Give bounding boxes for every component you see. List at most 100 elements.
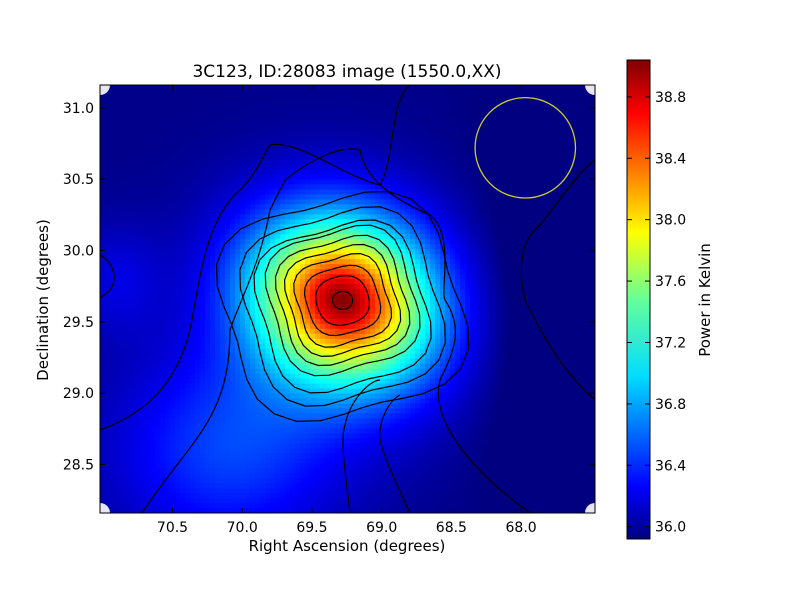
heatmap-cell [275,109,281,116]
heatmap-cell [475,164,481,171]
heatmap-cell [365,119,371,126]
heatmap-cell [300,303,306,310]
heatmap-cell [305,144,311,151]
heatmap-cell [200,89,206,96]
heatmap-cell [510,89,516,96]
heatmap-cell [250,174,256,181]
heatmap-cell [225,189,231,196]
heatmap-cell [540,313,546,320]
heatmap-cell [550,229,556,235]
heatmap-cell [350,229,356,235]
heatmap-cell [390,214,396,220]
heatmap-cell [275,149,281,156]
heatmap-cell [435,109,441,116]
heatmap-cell [100,219,106,225]
heatmap-cell [410,264,416,270]
heatmap-cell [260,184,266,191]
heatmap-cell [400,299,406,305]
heatmap-cell [500,134,506,141]
heatmap-cell [230,269,236,275]
heatmap-cell [405,134,411,141]
heatmap-cell [420,264,426,270]
heatmap-cell [280,289,286,295]
heatmap-cell [425,119,431,126]
heatmap-cell [455,254,461,260]
heatmap-cell [450,139,456,146]
heatmap-cell [585,308,591,315]
heatmap-cell [380,129,386,136]
heatmap-cell [100,323,106,330]
heatmap-cell [100,184,106,191]
heatmap-cell [130,124,136,131]
heatmap-cell [510,149,516,156]
heatmap-cell [200,328,206,335]
heatmap-cell [495,294,501,300]
heatmap-cell [555,209,561,215]
heatmap-cell [415,169,421,176]
heatmap-cell [225,184,231,191]
heatmap-cell [370,99,376,106]
heatmap-cell [190,269,196,275]
heatmap-cell [545,239,551,245]
heatmap-cell [190,89,196,96]
heatmap-cell [195,179,201,186]
heatmap-cell [250,149,256,156]
heatmap-cell [120,169,126,176]
heatmap-cell [555,174,561,181]
heatmap-cell [120,109,126,116]
heatmap-cell [140,159,146,166]
heatmap-cell [160,234,166,240]
heatmap-cell [570,269,576,275]
heatmap-cell [330,89,336,96]
heatmap-cell [520,179,526,186]
heatmap-cell [310,159,316,166]
heatmap-cell [570,279,576,285]
heatmap-cell [590,179,595,186]
heatmap-cell [205,289,211,295]
heatmap-cell [120,224,126,230]
heatmap-cell [455,323,461,330]
heatmap-cell [300,328,306,335]
heatmap-cell [445,289,451,295]
heatmap-cell [465,149,471,156]
heatmap-cell [505,299,511,305]
heatmap-cell [100,308,106,315]
heatmap-cell [195,209,201,215]
heatmap-cell [580,229,586,235]
heatmap-cell [310,109,316,116]
heatmap-cell [460,229,466,235]
heatmap-cell [385,204,391,211]
heatmap-cell [585,104,591,111]
heatmap-cell [545,328,551,335]
heatmap-cell [395,154,401,161]
heatmap-cell [195,204,201,211]
heatmap-cell [115,279,121,285]
heatmap-cell [285,114,291,121]
heatmap-cell [315,124,321,131]
heatmap-cell [590,259,595,265]
heatmap-cell [120,259,126,265]
heatmap-cell [565,104,571,111]
heatmap-cell [180,328,186,335]
heatmap-cell [380,274,386,280]
heatmap-cell [445,308,451,315]
heatmap-cell [590,308,595,315]
heatmap-cell [410,294,416,300]
heatmap-cell [120,124,126,131]
heatmap-cell [260,328,266,335]
heatmap-cell [100,313,106,320]
heatmap-cell [325,85,331,91]
heatmap-cell [265,85,271,91]
heatmap-cell [570,144,576,151]
heatmap-cell [580,184,586,191]
heatmap-cell [245,124,251,131]
heatmap-cell [565,224,571,230]
heatmap-cell [440,124,446,131]
heatmap-cell [530,199,536,206]
heatmap-cell [405,299,411,305]
heatmap-cell [105,159,111,166]
heatmap-cell [465,179,471,186]
heatmap-cell [280,129,286,136]
heatmap-cell [355,144,361,151]
heatmap-cell [305,209,311,215]
